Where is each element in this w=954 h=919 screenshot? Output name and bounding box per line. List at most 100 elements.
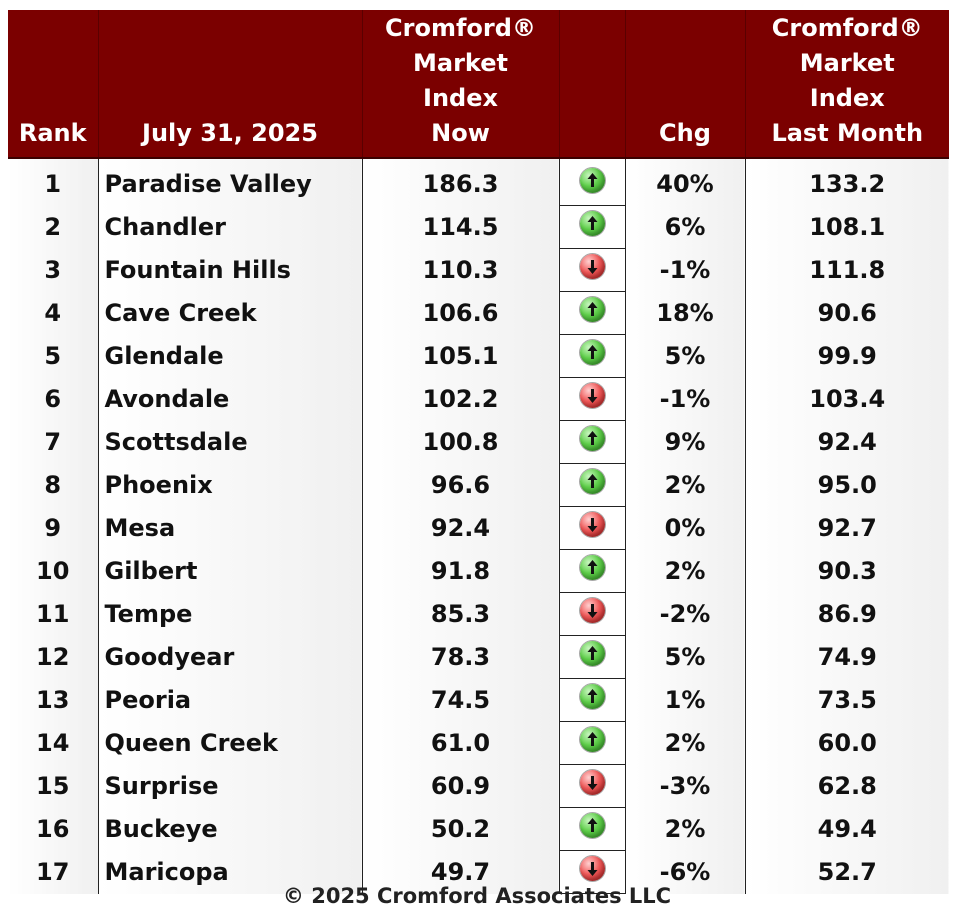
city-cell: Tempe bbox=[98, 592, 363, 636]
index-last-month-cell: 49.4 bbox=[745, 807, 949, 851]
index-now-cell: 78.3 bbox=[362, 635, 560, 679]
change-cell: -1% bbox=[625, 248, 746, 292]
table-row: 7 Scottsdale 100.8 9% 92.4 bbox=[8, 420, 949, 464]
index-now-cell: 100.8 bbox=[362, 420, 560, 464]
change-cell: 18% bbox=[625, 291, 746, 335]
table-row: 15 Surprise 60.9 -3% 62.8 bbox=[8, 764, 949, 808]
index-now-cell: 92.4 bbox=[362, 506, 560, 550]
green-up-arrow-icon bbox=[579, 468, 605, 494]
index-last-month-cell: 111.8 bbox=[745, 248, 949, 292]
direction-cell bbox=[559, 334, 626, 378]
index-last-month-cell: 52.7 bbox=[745, 850, 949, 894]
change-cell: -3% bbox=[625, 764, 746, 808]
rank-cell: 9 bbox=[8, 506, 99, 550]
table-row: 1 Paradise Valley 186.3 40% 133.2 bbox=[8, 158, 949, 206]
table-row: 3 Fountain Hills 110.3 -1% 111.8 bbox=[8, 248, 949, 292]
index-last-month-cell: 133.2 bbox=[745, 158, 949, 206]
city-cell: Scottsdale bbox=[98, 420, 363, 464]
change-cell: 5% bbox=[625, 334, 746, 378]
green-up-arrow-icon bbox=[579, 210, 605, 236]
city-cell: Fountain Hills bbox=[98, 248, 363, 292]
direction-cell bbox=[559, 291, 626, 335]
change-cell: -1% bbox=[625, 377, 746, 421]
index-now-cell: 50.2 bbox=[362, 807, 560, 851]
green-up-arrow-icon bbox=[579, 640, 605, 666]
index-last-month-cell: 60.0 bbox=[745, 721, 949, 765]
table-row: 8 Phoenix 96.6 2% 95.0 bbox=[8, 463, 949, 507]
index-last-month-cell: 95.0 bbox=[745, 463, 949, 507]
red-down-arrow-icon bbox=[579, 597, 605, 623]
city-cell: Peoria bbox=[98, 678, 363, 722]
index-last-month-cell: 90.6 bbox=[745, 291, 949, 335]
table-row: 17 Maricopa 49.7 -6% 52.7 bbox=[8, 850, 949, 894]
table-row: 16 Buckeye 50.2 2% 49.4 bbox=[8, 807, 949, 851]
red-down-arrow-icon bbox=[579, 382, 605, 408]
green-up-arrow-icon bbox=[579, 167, 605, 193]
rank-cell: 15 bbox=[8, 764, 99, 808]
table-row: 10 Gilbert 91.8 2% 90.3 bbox=[8, 549, 949, 593]
change-cell: 9% bbox=[625, 420, 746, 464]
table-row: 11 Tempe 85.3 -2% 86.9 bbox=[8, 592, 949, 636]
green-up-arrow-icon bbox=[579, 683, 605, 709]
index-now-cell: 91.8 bbox=[362, 549, 560, 593]
table-row: 9 Mesa 92.4 0% 92.7 bbox=[8, 506, 949, 550]
index-now-cell: 105.1 bbox=[362, 334, 560, 378]
rank-cell: 17 bbox=[8, 850, 99, 894]
table-row: 6 Avondale 102.2 -1% 103.4 bbox=[8, 377, 949, 421]
index-last-month-cell: 99.9 bbox=[745, 334, 949, 378]
direction-cell bbox=[559, 807, 626, 851]
copyright-footer: © 2025 Cromford Associates LLC bbox=[282, 884, 672, 908]
index-now-cell: 74.5 bbox=[362, 678, 560, 722]
green-up-arrow-icon bbox=[579, 812, 605, 838]
index-now-cell: 61.0 bbox=[362, 721, 560, 765]
city-cell: Queen Creek bbox=[98, 721, 363, 765]
index-now-cell: 186.3 bbox=[362, 158, 560, 206]
market-index-table-container: Rank July 31, 2025 Cromford® Market Inde… bbox=[8, 10, 949, 894]
index-now-cell: 114.5 bbox=[362, 205, 560, 249]
change-cell: 2% bbox=[625, 463, 746, 507]
rank-cell: 8 bbox=[8, 463, 99, 507]
rank-cell: 11 bbox=[8, 592, 99, 636]
table-row: 2 Chandler 114.5 6% 108.1 bbox=[8, 205, 949, 249]
red-down-arrow-icon bbox=[579, 511, 605, 537]
index-last-month-cell: 62.8 bbox=[745, 764, 949, 808]
table-row: 12 Goodyear 78.3 5% 74.9 bbox=[8, 635, 949, 679]
index-now-cell: 49.7 bbox=[362, 850, 560, 894]
direction-cell bbox=[559, 721, 626, 765]
direction-cell bbox=[559, 592, 626, 636]
table-row: 4 Cave Creek 106.6 18% 90.6 bbox=[8, 291, 949, 335]
direction-cell bbox=[559, 377, 626, 421]
rank-cell: 1 bbox=[8, 158, 99, 206]
red-down-arrow-icon bbox=[579, 769, 605, 795]
rank-cell: 2 bbox=[8, 205, 99, 249]
change-cell: -2% bbox=[625, 592, 746, 636]
table-body: 1 Paradise Valley 186.3 40% 133.2 2 Chandler 11… bbox=[8, 158, 949, 894]
change-cell: 5% bbox=[625, 635, 746, 679]
table-row: 13 Peoria 74.5 1% 73.5 bbox=[8, 678, 949, 722]
change-cell: 1% bbox=[625, 678, 746, 722]
header-date: July 31, 2025 bbox=[98, 10, 363, 159]
red-down-arrow-icon bbox=[579, 253, 605, 279]
index-now-cell: 85.3 bbox=[362, 592, 560, 636]
change-cell: -6% bbox=[625, 850, 746, 894]
direction-cell bbox=[559, 158, 626, 206]
index-last-month-cell: 103.4 bbox=[745, 377, 949, 421]
rank-cell: 5 bbox=[8, 334, 99, 378]
header-chg: Chg bbox=[625, 10, 746, 159]
direction-cell bbox=[559, 850, 626, 894]
index-last-month-cell: 86.9 bbox=[745, 592, 949, 636]
index-last-month-cell: 92.4 bbox=[745, 420, 949, 464]
green-up-arrow-icon bbox=[579, 339, 605, 365]
header-arrow bbox=[559, 10, 626, 159]
direction-cell bbox=[559, 463, 626, 507]
direction-cell bbox=[559, 549, 626, 593]
direction-cell bbox=[559, 764, 626, 808]
index-now-cell: 60.9 bbox=[362, 764, 560, 808]
change-cell: 6% bbox=[625, 205, 746, 249]
change-cell: 0% bbox=[625, 506, 746, 550]
city-cell: Maricopa bbox=[98, 850, 363, 894]
rank-cell: 6 bbox=[8, 377, 99, 421]
city-cell: Cave Creek bbox=[98, 291, 363, 335]
header-rank: Rank bbox=[8, 10, 99, 159]
change-cell: 2% bbox=[625, 807, 746, 851]
